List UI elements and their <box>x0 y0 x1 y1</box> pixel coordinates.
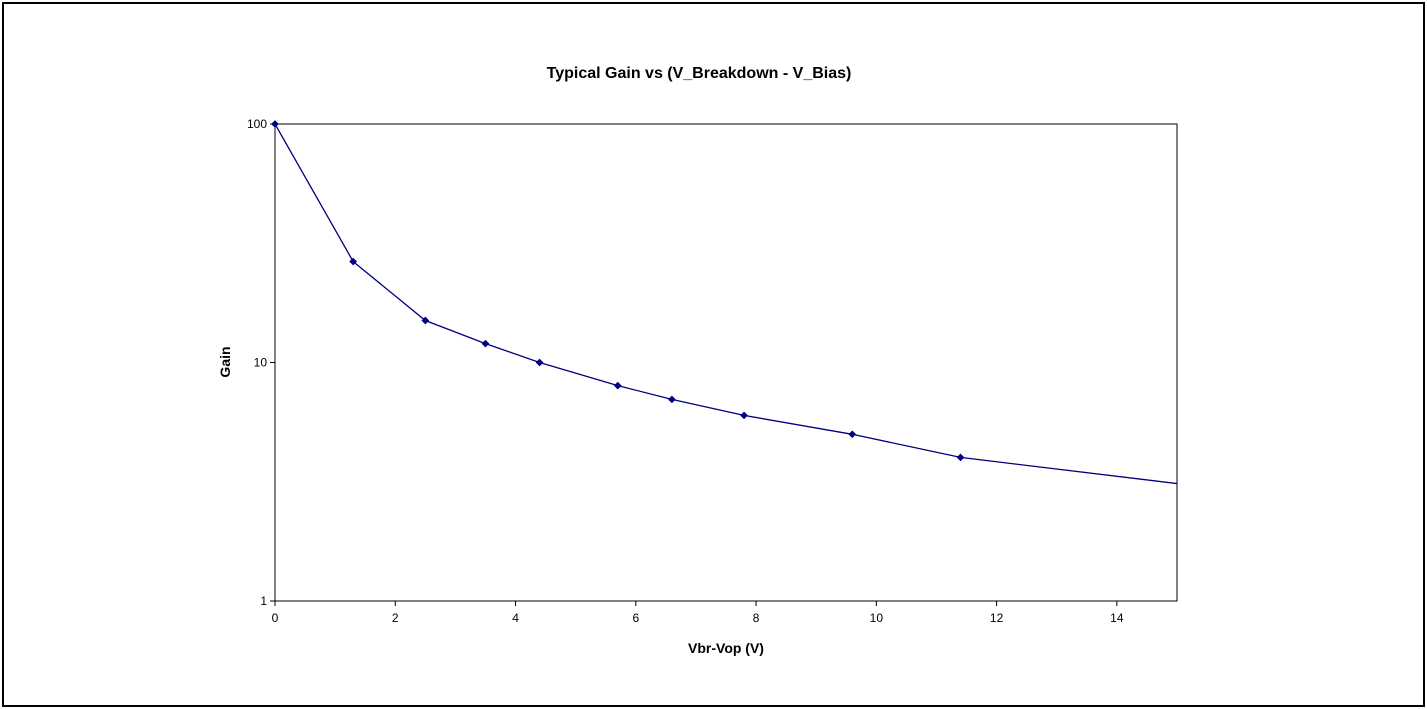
data-point-marker <box>667 395 676 404</box>
y-axis-ticks: 1 10 100 <box>247 117 275 608</box>
x-axis-label: Vbr-Vop (V) <box>688 640 764 656</box>
data-point-marker <box>740 411 748 420</box>
data-point-marker <box>481 339 490 348</box>
data-point-marker <box>613 381 622 390</box>
data-point-marker <box>956 453 965 462</box>
data-point-marker <box>848 430 857 439</box>
x-tick-label: 0 <box>272 611 279 625</box>
x-tick-label: 2 <box>392 611 399 625</box>
data-point-marker <box>535 358 544 367</box>
x-tick-label: 8 <box>753 611 760 625</box>
x-tick-label: 12 <box>990 611 1004 625</box>
data-point-marker <box>271 120 279 128</box>
x-tick-label: 6 <box>632 611 639 625</box>
x-axis-ticks: 0 2 4 6 8 10 12 14 <box>272 601 1124 625</box>
data-point-marker <box>421 316 430 325</box>
x-tick-label: 4 <box>512 611 519 625</box>
plot-area <box>274 123 1178 602</box>
marker-layer <box>271 120 965 462</box>
x-tick-label: 10 <box>870 611 884 625</box>
chart-title: Typical Gain vs (V_Breakdown - V_Bias) <box>547 65 852 82</box>
x-tick-label: 14 <box>1110 611 1124 625</box>
y-tick-label: 100 <box>247 117 267 131</box>
y-tick-label: 1 <box>260 594 267 608</box>
y-axis-label: Gain <box>217 346 233 377</box>
data-point-marker <box>349 257 358 266</box>
y-tick-label: 10 <box>254 356 268 370</box>
